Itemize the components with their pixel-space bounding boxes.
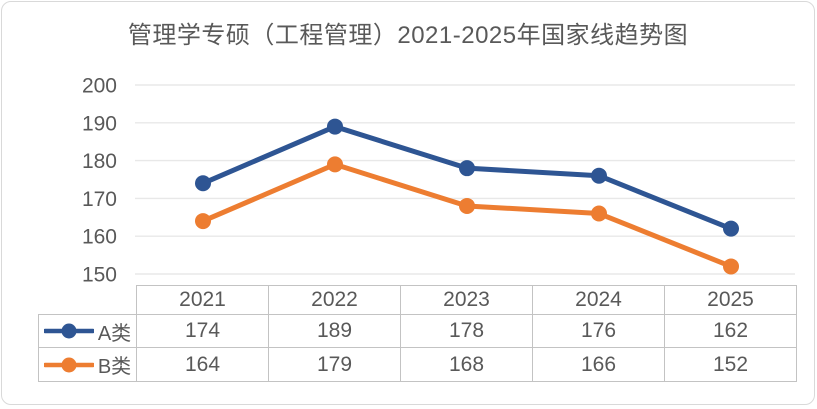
data-point-A类 bbox=[195, 175, 211, 192]
legend-cell: B类 bbox=[38, 347, 137, 382]
year-header-cell: 2024 bbox=[532, 285, 665, 315]
data-point-B类 bbox=[723, 258, 739, 275]
data-point-A类 bbox=[327, 118, 343, 135]
y-axis-tick-label: 180 bbox=[82, 150, 117, 173]
series-line-B类 bbox=[200, 161, 734, 269]
legend-label: B类 bbox=[97, 356, 132, 378]
table-value-cell: 162 bbox=[664, 314, 797, 348]
table-value-cell: 189 bbox=[268, 314, 401, 348]
table-value-cell: 168 bbox=[400, 347, 533, 382]
table-value-cell: 179 bbox=[268, 347, 401, 382]
year-header-cell: 2023 bbox=[400, 285, 533, 315]
y-axis-tick-label: 170 bbox=[82, 188, 117, 211]
data-point-A类 bbox=[723, 220, 739, 237]
table-row: B类 164 179 168 166 152 bbox=[38, 347, 797, 382]
data-point-B类 bbox=[327, 156, 343, 173]
y-axis-tick-label: 190 bbox=[82, 112, 117, 135]
year-header-cell: 2025 bbox=[664, 285, 797, 315]
data-table: 2021 2022 2023 2024 2025 A类 174 189 178 176 162 B类 1… bbox=[38, 285, 797, 382]
year-header-cell: 2021 bbox=[136, 285, 269, 315]
y-axis-tick-label: 200 bbox=[82, 75, 117, 98]
trend-line-chart: 200 190 180 170 160 150 bbox=[82, 75, 795, 287]
data-point-A类 bbox=[591, 167, 607, 184]
data-point-B类 bbox=[459, 197, 475, 214]
legend-key: A类 bbox=[40, 317, 136, 346]
year-header-cell: 2022 bbox=[268, 285, 401, 315]
table-value-cell: 166 bbox=[532, 347, 665, 382]
legend-cell: A类 bbox=[38, 314, 137, 348]
legend-line-marker-icon bbox=[43, 357, 94, 372]
table-value-cell: 176 bbox=[532, 314, 665, 348]
table-value-cell: 164 bbox=[136, 347, 269, 382]
table-corner-cell bbox=[39, 286, 137, 315]
table-header-row: 2021 2022 2023 2024 2025 bbox=[39, 285, 797, 315]
chart-title: 管理学专硕（工程管理）2021-2025年国家线趋势图 bbox=[127, 22, 689, 49]
y-axis-tick-label: 150 bbox=[82, 264, 117, 287]
table-value-cell: 174 bbox=[136, 314, 269, 348]
legend-line-marker-icon bbox=[43, 323, 94, 339]
data-point-B类 bbox=[195, 213, 211, 230]
table-value-cell: 152 bbox=[664, 347, 797, 382]
data-point-A类 bbox=[459, 160, 475, 177]
legend-key: B类 bbox=[40, 350, 136, 379]
y-axis-tick-label: 160 bbox=[82, 226, 117, 249]
data-point-B类 bbox=[591, 205, 607, 222]
table-value-cell: 178 bbox=[400, 314, 533, 348]
table-row: A类 174 189 178 176 162 bbox=[38, 314, 797, 348]
legend-label: A类 bbox=[97, 322, 132, 345]
